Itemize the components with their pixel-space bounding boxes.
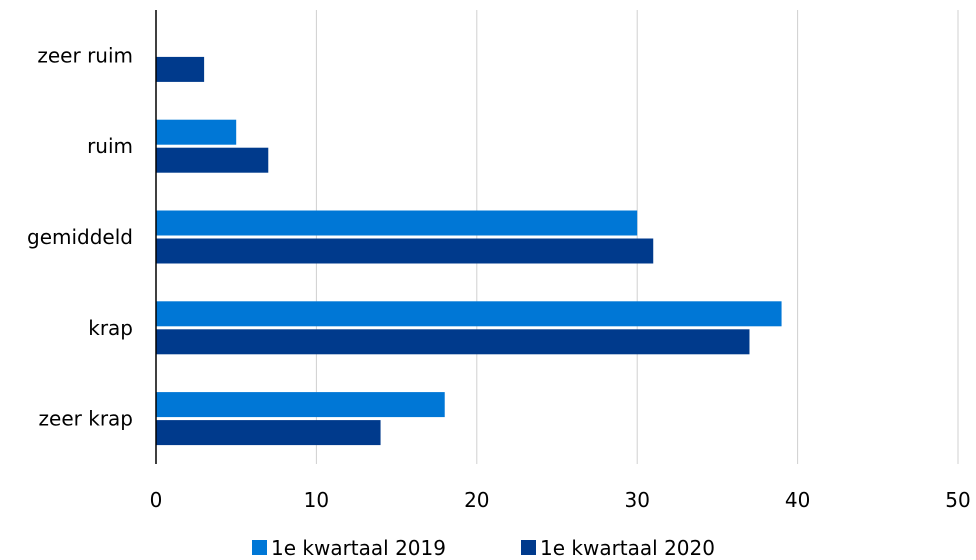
bar-series2 xyxy=(156,147,269,173)
x-tick-label: 0 xyxy=(150,488,163,512)
bar-series2 xyxy=(156,238,654,264)
bar-series1 xyxy=(156,301,782,327)
category-label: zeer ruim xyxy=(37,43,133,67)
category-label: gemiddeld xyxy=(27,225,133,249)
bar-series2 xyxy=(156,56,205,82)
bar-series1 xyxy=(156,392,445,418)
category-label: krap xyxy=(88,316,133,340)
x-tick-label: 40 xyxy=(785,488,810,512)
legend: 1e kwartaal 2019 1e kwartaal 2020 xyxy=(252,536,715,560)
category-label: ruim xyxy=(87,134,133,158)
legend-swatch xyxy=(521,540,536,555)
x-tick-label: 20 xyxy=(464,488,489,512)
bar-series2 xyxy=(156,329,750,355)
category-labels: zeer ruim ruim gemiddeld krap zeer krap xyxy=(27,43,133,430)
bar-series1 xyxy=(156,210,638,236)
bars xyxy=(156,56,782,446)
bar-series1 xyxy=(156,119,237,145)
gridlines xyxy=(315,10,959,464)
x-tick-label: 10 xyxy=(304,488,329,512)
legend-label: 1e kwartaal 2020 xyxy=(540,536,715,560)
legend-label: 1e kwartaal 2019 xyxy=(271,536,446,560)
bar-series2 xyxy=(156,420,381,446)
legend-swatch xyxy=(252,540,267,555)
x-tick-labels: 0 10 20 30 40 50 xyxy=(150,488,971,512)
category-label: zeer krap xyxy=(39,407,133,431)
x-tick-label: 30 xyxy=(624,488,649,512)
x-tick-label: 50 xyxy=(945,488,970,512)
